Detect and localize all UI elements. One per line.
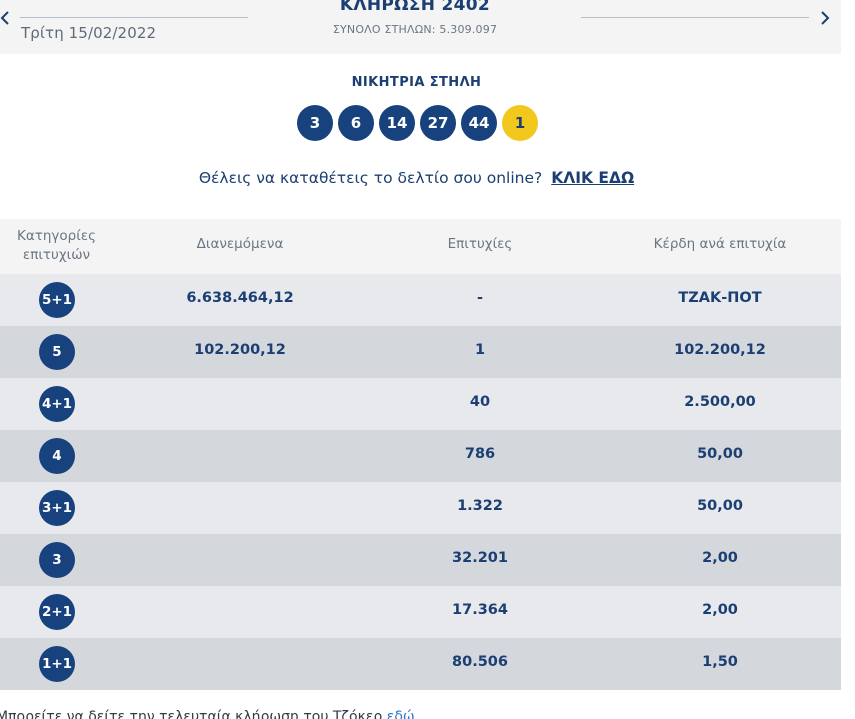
prize-cell: 102.200,12 — [674, 342, 766, 358]
click-here-link[interactable]: ΚΛΙΚ ΕΔΩ — [551, 169, 635, 187]
winning-column-label: ΝΙΚΗΤΡΙΑ ΣΤΗΛΗ — [351, 75, 482, 90]
draw-header: ΚΛΗΡΩΣΗ 2402 ΣΥΝΟΛΟ ΣΤΗΛΩΝ: 5.309.097 Τρ… — [0, 0, 841, 54]
total-columns: ΣΥΝΟΛΟ ΣΤΗΛΩΝ: 5.309.097 — [332, 23, 498, 36]
table-row: 4+1 40 2.500,00 — [0, 378, 841, 430]
table-row: 5 102.200,12 1 102.200,12 — [0, 326, 841, 378]
winning-number-ball: 6 — [338, 105, 374, 141]
joker-number-ball: 1 — [502, 105, 538, 141]
wins-cell: 786 — [464, 446, 496, 462]
header-categories: Κατηγορίες επιτυχιών — [0, 227, 113, 265]
winning-number-ball: 27 — [420, 105, 456, 141]
header-divider-right — [581, 17, 809, 18]
header-categories-line1: Κατηγορίες — [16, 228, 97, 244]
online-ticket-prompt: Θέλεις να καταθέτεις το δελτίο σου onlin… — [0, 169, 833, 187]
wins-cell: 1 — [474, 342, 486, 358]
category-badge: 3 — [39, 542, 75, 578]
table-row: 1+1 80.506 1,50 — [0, 638, 841, 690]
next-draw-button[interactable] — [818, 8, 832, 28]
draw-title: ΚΛΗΡΩΣΗ 2402 — [339, 0, 491, 15]
distributed-cell: 6.638.464,12 — [186, 290, 294, 306]
prize-table: Κατηγορίες επιτυχιών Διανεμόμενα Επιτυχί… — [0, 219, 841, 690]
category-badge: 1+1 — [39, 646, 75, 682]
category-badge: 5+1 — [39, 282, 75, 318]
prize-cell: 2,00 — [702, 550, 738, 566]
online-prompt-text: Θέλεις να καταθέτεις το δελτίο σου onlin… — [198, 169, 543, 187]
prize-cell: 1,50 — [702, 654, 738, 670]
category-badge: 4+1 — [39, 386, 75, 422]
footer-text: Μπορείτε να δείτε την τελευταία κλήρωση … — [0, 709, 383, 719]
winning-number-ball: 44 — [461, 105, 497, 141]
wins-cell: 40 — [469, 394, 491, 410]
header-wins: Επιτυχίες — [447, 236, 513, 252]
table-row: 3+1 1.322 50,00 — [0, 482, 841, 534]
category-badge: 4 — [39, 438, 75, 474]
chevron-left-icon — [0, 11, 9, 25]
table-header: Κατηγορίες επιτυχιών Διανεμόμενα Επιτυχί… — [0, 219, 841, 274]
wins-cell: 1.322 — [457, 498, 503, 514]
header-distributed: Διανεμόμενα — [196, 236, 284, 252]
prize-cell: ΤΖΑΚ-ΠΟΤ — [678, 290, 762, 306]
prize-cell: 2.500,00 — [684, 394, 756, 410]
winning-numbers: 3 6 14 27 44 1 — [297, 105, 538, 141]
winning-number-ball: 14 — [379, 105, 415, 141]
footer-here-link[interactable]: εδώ — [386, 709, 415, 719]
previous-draw-button[interactable] — [0, 8, 12, 28]
last-joker-draw-note: Μπορείτε να δείτε την τελευταία κλήρωση … — [0, 709, 415, 719]
wins-cell: 17.364 — [452, 602, 508, 618]
category-badge: 2+1 — [39, 594, 75, 630]
header-categories-line2: επιτυχιών — [22, 247, 91, 263]
wins-cell: 32.201 — [452, 550, 508, 566]
prize-cell: 50,00 — [697, 498, 743, 514]
draw-date: Τρίτη 15/02/2022 — [21, 24, 157, 42]
category-badge: 5 — [39, 334, 75, 370]
table-row: 3 32.201 2,00 — [0, 534, 841, 586]
category-badge: 3+1 — [39, 490, 75, 526]
table-row: 4 786 50,00 — [0, 430, 841, 482]
table-row: 2+1 17.364 2,00 — [0, 586, 841, 638]
winning-number-ball: 3 — [297, 105, 333, 141]
table-row: 5+1 6.638.464,12 - ΤΖΑΚ-ΠΟΤ — [0, 274, 841, 326]
header-prize: Κέρδη ανά επιτυχία — [653, 236, 787, 252]
wins-cell: 80.506 — [452, 654, 508, 670]
prize-cell: 50,00 — [697, 446, 743, 462]
wins-cell: - — [476, 290, 484, 306]
prize-cell: 2,00 — [702, 602, 738, 618]
distributed-cell: 102.200,12 — [194, 342, 286, 358]
chevron-right-icon — [821, 11, 830, 25]
header-divider-left — [20, 17, 248, 18]
